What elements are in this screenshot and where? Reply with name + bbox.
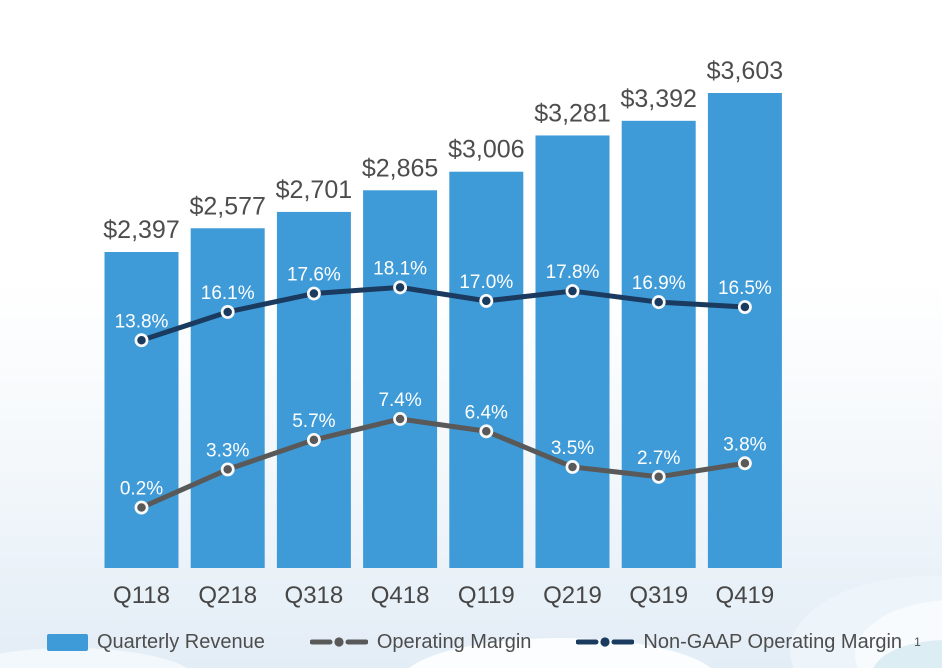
legend-item-non-gaap-operating-margin: Non-GAAP Operating Margin 1 [576, 630, 921, 654]
bar-Q418 [363, 190, 438, 568]
bar-value-label: $2,577 [189, 192, 265, 220]
non-gaap-operating-margin-point-Q319 [651, 295, 666, 310]
legend-label: Non-GAAP Operating Margin [643, 630, 903, 653]
non-gaap-operating-margin-point-Q119 [479, 293, 494, 308]
operating-margin-point-Q319 [651, 469, 666, 484]
non-gaap-operating-margin-point-Q118 [134, 333, 149, 348]
non-gaap-operating-margin-point-label: 16.9% [632, 273, 686, 294]
x-axis-label-Q219: Q219 [543, 582, 602, 609]
operating-margin-point-label: 2.7% [637, 448, 680, 469]
x-axis-label-Q218: Q218 [198, 582, 257, 609]
non-gaap-operating-margin-point-label: 18.1% [373, 258, 427, 279]
operating-margin-point-label: 7.4% [378, 390, 421, 411]
bar-Q319 [621, 120, 696, 568]
x-axis-label-Q118: Q118 [113, 582, 170, 609]
operating-margin-point-Q218 [220, 462, 235, 477]
operating-margin-point-Q118 [134, 500, 149, 515]
non-gaap-operating-margin-point-label: 17.6% [287, 265, 341, 286]
bar-value-label: $3,392 [620, 85, 696, 113]
legend-label: Quarterly Revenue [97, 630, 265, 653]
x-axis-label-Q419: Q419 [716, 582, 775, 609]
operating-margin-point-Q419 [737, 456, 752, 471]
operating-margin-point-label: 0.2% [120, 479, 163, 500]
operating-margin-point-label: 3.8% [723, 434, 766, 455]
legend-item-quarterly-revenue: Quarterly Revenue [47, 631, 265, 654]
bar-Q419 [707, 93, 782, 568]
operating-margin-point-label: 6.4% [465, 402, 508, 423]
x-axis-label-Q418: Q418 [371, 582, 430, 609]
non-gaap-operating-margin-point-Q419 [737, 300, 752, 314]
legend-footnote-marker: 1 [914, 635, 921, 649]
revenue-margin-combo-chart: $2,397 $2,577 $2,701 $2,865 $3,006 $3,281 $3,3… [103, 57, 783, 609]
operating-margin-point-Q119 [479, 424, 494, 439]
bar-value-label: $3,603 [707, 57, 783, 85]
x-axis-label-Q319: Q319 [629, 582, 688, 609]
operating-margin-point-label: 5.7% [292, 411, 335, 432]
non-gaap-operating-margin-point-Q318 [306, 286, 321, 301]
legend-item-operating-margin: Operating Margin [309, 630, 532, 654]
non-gaap-operating-margin-point-label: 16.1% [201, 283, 255, 304]
non-gaap-operating-margin-point-label: 17.0% [459, 272, 513, 293]
non-gaap-operating-margin-point-label: 13.8% [115, 311, 169, 332]
bar-value-label: $2,397 [103, 216, 179, 244]
non-gaap-operating-margin-line [139, 284, 748, 343]
bar-Q218 [190, 228, 265, 569]
operating-margin-point-label: 3.5% [551, 438, 594, 459]
operating-margin-point-Q219 [565, 460, 580, 474]
operating-margin-point-label: 3.3% [206, 440, 249, 461]
non-gaap-operating-margin-point-Q418 [393, 280, 408, 295]
chart-legend: Quarterly Revenue Operating Margin Non-GAA… [0, 622, 942, 662]
non-gaap-operating-margin-point-Q219 [565, 284, 580, 299]
legend-label: Operating Margin [376, 630, 532, 653]
legend-swatch-icon [47, 633, 88, 651]
legend-line-dot-icon [576, 637, 635, 647]
bar-value-label: $2,865 [362, 154, 438, 182]
operating-margin-point-Q318 [306, 432, 321, 447]
legend-line-dot-icon [309, 637, 368, 647]
bar-Q119 [449, 171, 524, 568]
operating-margin-point-Q418 [393, 412, 408, 426]
bar-value-label: $2,701 [276, 176, 352, 204]
bar-value-label: $3,006 [448, 136, 524, 164]
bar-value-label: $3,281 [534, 99, 610, 127]
non-gaap-operating-margin-point-label: 17.8% [546, 262, 600, 283]
operating-margin-line [139, 416, 748, 511]
bar-Q118 [104, 251, 179, 569]
x-axis-label-Q119: Q119 [458, 582, 515, 609]
x-axis-label-Q318: Q318 [285, 582, 344, 609]
non-gaap-operating-margin-point-label: 16.5% [718, 278, 772, 299]
bar-Q318 [276, 211, 351, 568]
non-gaap-operating-margin-point-Q218 [220, 305, 235, 319]
bar-Q219 [535, 135, 610, 568]
